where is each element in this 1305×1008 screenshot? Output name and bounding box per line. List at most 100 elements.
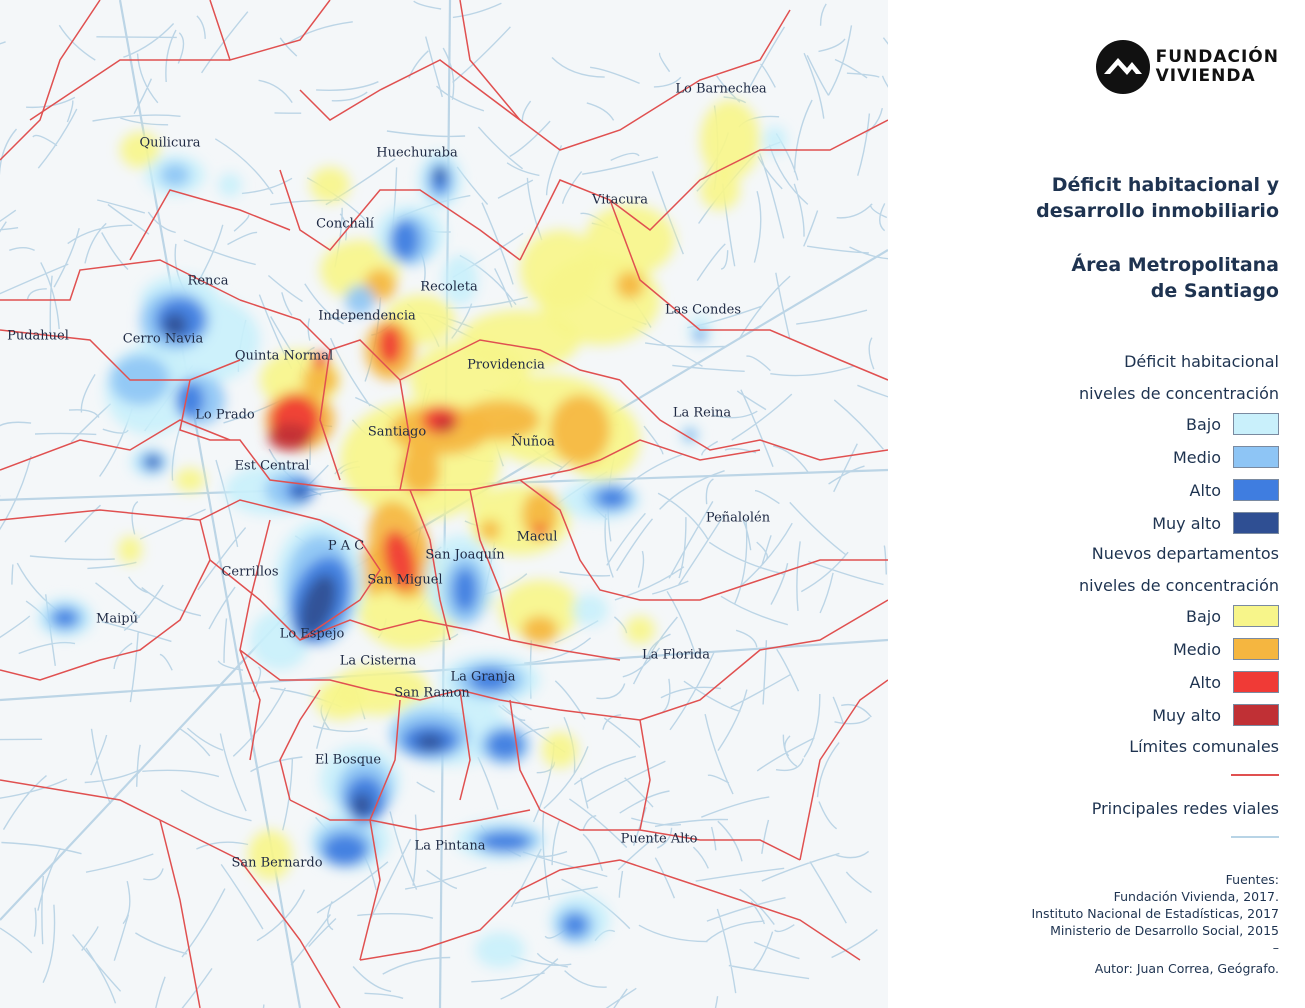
dept-legend-swatch	[1233, 704, 1279, 726]
heat-blob	[550, 395, 610, 465]
heat-blob	[416, 734, 444, 750]
commune-label-est-central: Est Central	[234, 458, 310, 474]
major-road	[0, 638, 888, 702]
commune-label-penalolen: Peñalolén	[705, 510, 771, 526]
deficit-legend-label: Alto	[1189, 480, 1221, 500]
map-subtitle: Área Metropolitana de Santiago	[1071, 252, 1279, 304]
deficit-legend-row: Alto	[1190, 479, 1279, 501]
heat-blob	[357, 545, 393, 595]
dept-legend-label: Muy alto	[1152, 705, 1221, 725]
heat-blob	[695, 329, 705, 341]
heat-blob	[522, 616, 558, 644]
commune-label-independencia: Independencia	[318, 308, 416, 324]
dept-legend-row: Bajo	[1186, 605, 1279, 627]
sources: Fuentes: Fundación Vivienda, 2017. Insti…	[1031, 871, 1279, 977]
heat-blob	[315, 680, 365, 720]
heat-blob	[480, 832, 530, 852]
commune-label-lo-prado: Lo Prado	[195, 407, 255, 423]
commune-label-lo-espejo: Lo Espejo	[279, 626, 345, 642]
deficit-legend-subheading: niveles de concentración	[1078, 384, 1279, 403]
commune-label-san-ramon: San Ramon	[394, 685, 470, 701]
dept-legend-swatch	[1233, 605, 1279, 627]
commune-label-la-granja: La Granja	[450, 669, 516, 685]
heat-blob	[120, 132, 160, 168]
deficit-legend-swatch	[1233, 413, 1279, 435]
heat-blob	[400, 445, 440, 495]
logo: FUNDACIÓN VIVIENDA	[1095, 40, 1279, 94]
heat-blob	[470, 668, 510, 692]
heat-blob	[625, 616, 655, 644]
commune-label-vitacura: Vitacura	[592, 192, 648, 208]
dept-legend-label: Alto	[1189, 672, 1221, 692]
sources-line3: Ministerio de Desarrollo Social, 2015	[1050, 923, 1279, 938]
dept-legend-swatch	[1233, 638, 1279, 660]
commune-label-renca: Renca	[187, 273, 229, 289]
deficit-legend-label: Muy alto	[1152, 513, 1221, 533]
heat-blob	[299, 574, 337, 636]
sources-line1: Fundación Vivienda, 2017.	[1113, 889, 1279, 904]
heat-blob	[175, 468, 205, 492]
commune-label-recoleta: Recoleta	[420, 279, 478, 295]
deficit-legend-row: Muy alto	[1152, 512, 1279, 534]
commune-label-quilicura: Quilicura	[139, 135, 201, 151]
commune-label-san-joaquin: San Joaquín	[425, 547, 505, 563]
fundacion-vivienda-logo-icon	[1095, 40, 1150, 94]
heat-blob	[391, 220, 419, 260]
heat-blob	[500, 580, 580, 640]
heat-blob	[534, 524, 546, 536]
commune-label-el-bosque: El Bosque	[314, 752, 382, 768]
commune-label-pac: P A C	[327, 538, 365, 554]
heat-blob	[378, 325, 402, 365]
limits-legend-label: Límites comunales	[1129, 737, 1279, 756]
heat-blob	[312, 352, 328, 368]
heat-blob	[572, 594, 608, 626]
logo-line1: FUNDACIÓN	[1155, 47, 1279, 67]
commune-label-cerrillos: Cerrillos	[221, 564, 279, 580]
heat-blob	[597, 488, 627, 508]
map-area	[0, 0, 888, 1008]
heat-blob	[148, 457, 158, 467]
title-line4: de Santiago	[1150, 280, 1279, 302]
deficit-legend-label: Bajo	[1185, 414, 1221, 434]
heat-blob	[218, 173, 242, 197]
commune-label-san-bernardo: San Bernardo	[231, 855, 323, 871]
map-canvas	[0, 0, 888, 1008]
heat-layer	[37, 100, 787, 968]
commune-label-cerro-navia: Cerro Navia	[122, 331, 204, 347]
dept-legend-heading: Nuevos departamentos	[1091, 544, 1279, 563]
heat-blob	[302, 365, 338, 395]
commune-label-providencia: Providencia	[467, 357, 545, 373]
heat-blob	[383, 530, 417, 590]
sources-dash: –	[1272, 940, 1279, 955]
commune-label-puente-alto: Puente Alto	[620, 831, 698, 847]
commune-label-conchali: Conchalí	[316, 216, 374, 232]
heat-blob	[480, 520, 500, 540]
heat-blob	[345, 285, 375, 315]
heat-blob	[616, 271, 644, 299]
heat-blob	[685, 430, 695, 440]
heat-blob	[248, 830, 292, 880]
deficit-legend-row: Medio	[1173, 446, 1279, 468]
heat-blob	[435, 416, 455, 432]
map-title: Déficit habitacional y desarrollo inmobi…	[1036, 172, 1279, 224]
commune-label-maipu: Maipú	[96, 611, 138, 627]
logo-line2: VIVIENDA	[1155, 66, 1256, 86]
dept-legend-row: Alto	[1190, 671, 1279, 693]
heat-blob	[520, 230, 600, 310]
heat-blob	[176, 382, 204, 418]
deficit-legend-swatch	[1233, 479, 1279, 501]
legend-panel: FUNDACIÓN VIVIENDA Déficit habitacional …	[888, 0, 1305, 1008]
commune-label-la-pintana: La Pintana	[414, 838, 486, 854]
deficit-legend-swatch	[1233, 512, 1279, 534]
heat-blob	[487, 731, 523, 759]
dept-legend-subheading: niveles de concentración	[1078, 576, 1279, 595]
deficit-legend-row: Bajo	[1186, 413, 1279, 435]
heat-blob	[268, 423, 312, 451]
heat-blob	[310, 167, 350, 203]
commune-label-pudahuel: Pudahuel	[7, 328, 69, 344]
heat-blob	[763, 126, 787, 154]
dept-legend-row: Medio	[1173, 638, 1279, 660]
commune-label-quinta-normal: Quinta Normal	[234, 348, 334, 364]
commune-label-santiago: Santiago	[367, 424, 427, 440]
title-line2: desarrollo inmobiliario	[1036, 200, 1279, 222]
